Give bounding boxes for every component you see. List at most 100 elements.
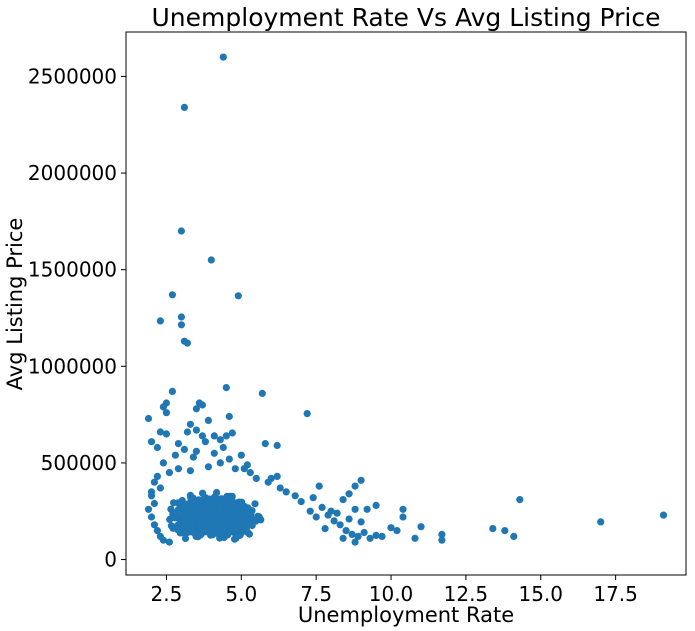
data-point: [251, 500, 259, 508]
data-point: [159, 459, 167, 467]
y-tick-label: 0: [104, 548, 117, 572]
data-point: [183, 339, 191, 347]
chart-title: Unemployment Rate Vs Avg Listing Price: [152, 3, 661, 32]
data-point: [188, 520, 196, 528]
data-point: [327, 507, 335, 515]
data-point: [237, 502, 245, 510]
data-point: [372, 531, 380, 540]
data-point: [165, 469, 173, 477]
x-tick-label: 5.0: [225, 582, 257, 606]
data-point: [342, 527, 350, 535]
data-point: [246, 469, 254, 477]
data-point: [168, 291, 176, 299]
data-point: [156, 484, 164, 492]
data-point: [147, 488, 156, 496]
x-axis: 2.5 5.0 7.5 10.0 12.5 15.0 17.5: [151, 575, 638, 606]
data-point: [192, 426, 200, 434]
data-point: [231, 535, 239, 543]
data-point: [252, 474, 260, 482]
data-point: [438, 536, 446, 544]
data-point: [231, 465, 239, 473]
data-point: [184, 500, 192, 508]
data-point: [306, 507, 314, 515]
data-point: [297, 498, 305, 506]
data-point: [282, 488, 290, 496]
data-point: [348, 530, 356, 539]
data-point: [181, 523, 189, 532]
data-point: [180, 445, 188, 453]
y-tick-label: 2000000: [28, 161, 117, 185]
data-point: [204, 416, 212, 424]
data-point: [237, 451, 245, 459]
data-point: [174, 440, 182, 448]
data-point: [240, 465, 248, 473]
data-point: [273, 472, 281, 480]
x-tick-label: 15.0: [518, 582, 563, 606]
data-point: [258, 389, 266, 397]
data-point: [234, 292, 242, 300]
data-point: [228, 429, 236, 437]
data-point: [153, 527, 161, 535]
data-point: [330, 517, 338, 525]
data-point: [333, 509, 341, 517]
data-point: [159, 403, 167, 411]
data-point: [216, 436, 224, 444]
data-point: [174, 465, 182, 473]
data-point: [309, 494, 317, 502]
data-point: [417, 523, 425, 531]
data-point: [150, 499, 158, 508]
data-point: [303, 410, 311, 418]
data-point: [197, 511, 205, 519]
data-point: [192, 508, 200, 516]
data-point: [144, 414, 153, 423]
data-point: [147, 438, 156, 446]
data-point: [360, 528, 368, 537]
data-point: [198, 401, 206, 409]
data-point: [212, 515, 220, 523]
data-point: [244, 504, 252, 512]
data-point: [156, 317, 164, 325]
data-point: [264, 478, 272, 486]
data-point: [188, 527, 196, 535]
data-point: [174, 521, 182, 529]
y-tick-label: 1000000: [28, 354, 117, 378]
data-point: [254, 512, 262, 521]
data-point: [147, 513, 156, 521]
data-point: [210, 449, 218, 457]
data-point: [339, 496, 347, 504]
data-point: [180, 103, 188, 111]
data-point: [180, 514, 189, 522]
data-point: [351, 505, 359, 513]
data-point: [225, 455, 233, 463]
data-point: [229, 509, 237, 518]
data-point: [318, 503, 326, 511]
data-point: [207, 256, 215, 264]
data-point: [162, 409, 170, 417]
data-point: [153, 472, 161, 480]
data-point: [210, 432, 218, 440]
data-point: [351, 538, 359, 546]
data-point: [176, 529, 184, 537]
data-point: [213, 521, 222, 529]
data-point: [438, 530, 446, 539]
data-point: [312, 513, 320, 521]
data-point: [510, 532, 518, 541]
data-point: [189, 453, 197, 461]
data-point: [220, 518, 228, 526]
data-point: [366, 534, 374, 542]
data-point: [230, 521, 238, 529]
data-point: [336, 521, 344, 529]
data-point: [219, 443, 227, 452]
data-point: [150, 521, 158, 529]
data-point: [144, 505, 153, 513]
data-point: [315, 482, 323, 490]
data-point: [177, 227, 185, 235]
data-point: [236, 513, 244, 521]
data-point: [170, 499, 178, 507]
data-point: [216, 459, 224, 467]
x-tick-label: 2.5: [151, 582, 183, 606]
data-point: [273, 441, 281, 450]
data-point: [192, 405, 200, 413]
y-axis-label: Avg Listing Price: [3, 218, 27, 391]
